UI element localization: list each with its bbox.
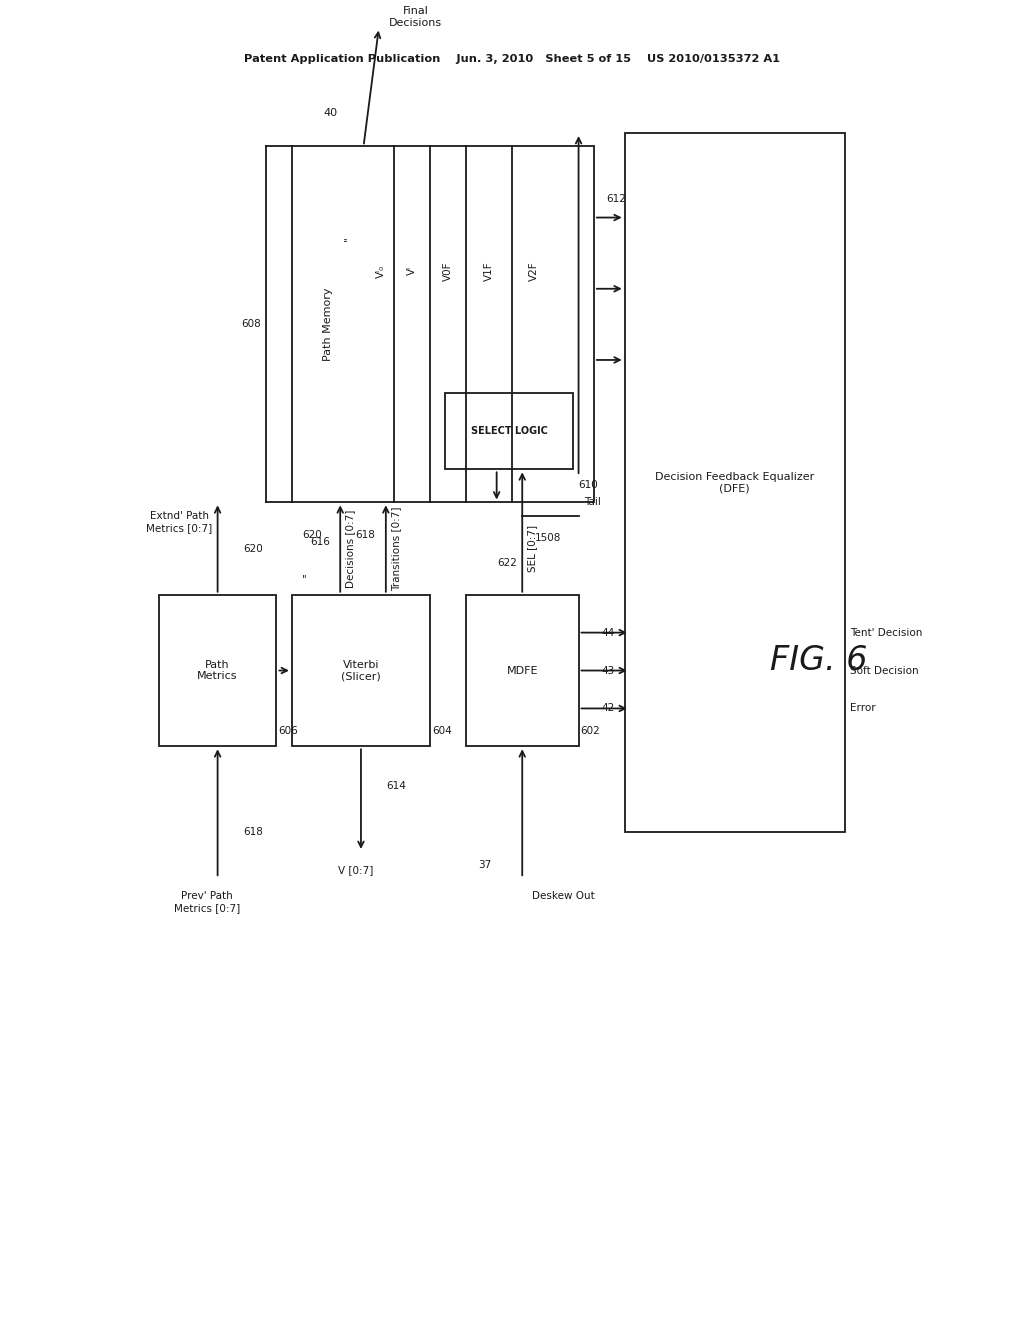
Text: Path
Metrics: Path Metrics [198,660,238,681]
Text: Decisions [0:7]: Decisions [0:7] [345,510,355,587]
Text: Prev' Path
Metrics [0:7]: Prev' Path Metrics [0:7] [174,891,241,913]
Text: 602: 602 [581,726,600,735]
Text: MDFE: MDFE [507,665,538,676]
Text: 1508: 1508 [535,533,561,543]
Text: 608: 608 [242,319,261,330]
Text: ": " [302,574,307,585]
Text: Viterbi
(Slicer): Viterbi (Slicer) [341,660,381,681]
Text: Deskew Out: Deskew Out [532,891,595,902]
Text: 620: 620 [302,531,322,540]
Text: FIG. 6: FIG. 6 [770,644,868,677]
Text: Extnd' Path
Metrics [0:7]: Extnd' Path Metrics [0:7] [146,511,213,533]
Bar [445,393,573,470]
Text: 620: 620 [244,544,263,553]
Text: 612: 612 [606,194,626,205]
Text: Final
Decisions: Final Decisions [389,7,442,28]
Text: 618: 618 [355,531,376,540]
Text: 40: 40 [324,108,338,119]
Bar [159,595,276,746]
Text: V [0:7]: V [0:7] [338,865,374,875]
Text: 604: 604 [432,726,452,735]
Text: 616: 616 [310,537,330,546]
Text: SELECT LOGIC: SELECT LOGIC [471,426,548,436]
Text: Tail: Tail [584,498,600,507]
Text: 42: 42 [601,704,614,713]
Text: Soft Decision: Soft Decision [850,665,919,676]
Text: V1F: V1F [483,261,494,281]
Text: V0F: V0F [442,261,453,281]
Text: 622: 622 [498,558,517,569]
Text: ": " [343,236,353,242]
Text: 37: 37 [478,861,492,870]
Text: Vⁱ: Vⁱ [407,267,417,276]
Text: Tent' Decision: Tent' Decision [850,627,923,638]
Bar [625,133,845,832]
Bar [292,595,430,746]
Text: Vⁱ₀: Vⁱ₀ [376,264,386,277]
Text: Decision Feedback Equalizer
(DFE): Decision Feedback Equalizer (DFE) [655,471,814,494]
Text: Patent Application Publication    Jun. 3, 2010   Sheet 5 of 15    US 2010/013537: Patent Application Publication Jun. 3, 2… [244,54,780,65]
Text: 43: 43 [601,665,614,676]
Bar [292,147,594,503]
Text: 610: 610 [579,480,598,490]
Text: Path Memory: Path Memory [323,288,333,362]
Bar [466,595,579,746]
Text: 44: 44 [601,627,614,638]
Text: SEL [0:7]: SEL [0:7] [527,525,538,572]
Text: 606: 606 [279,726,298,735]
Text: Error: Error [850,704,876,713]
Text: Transitions [0:7]: Transitions [0:7] [391,507,401,591]
Text: 618: 618 [244,828,263,837]
Text: V2F: V2F [528,261,539,281]
Text: 614: 614 [387,781,407,791]
